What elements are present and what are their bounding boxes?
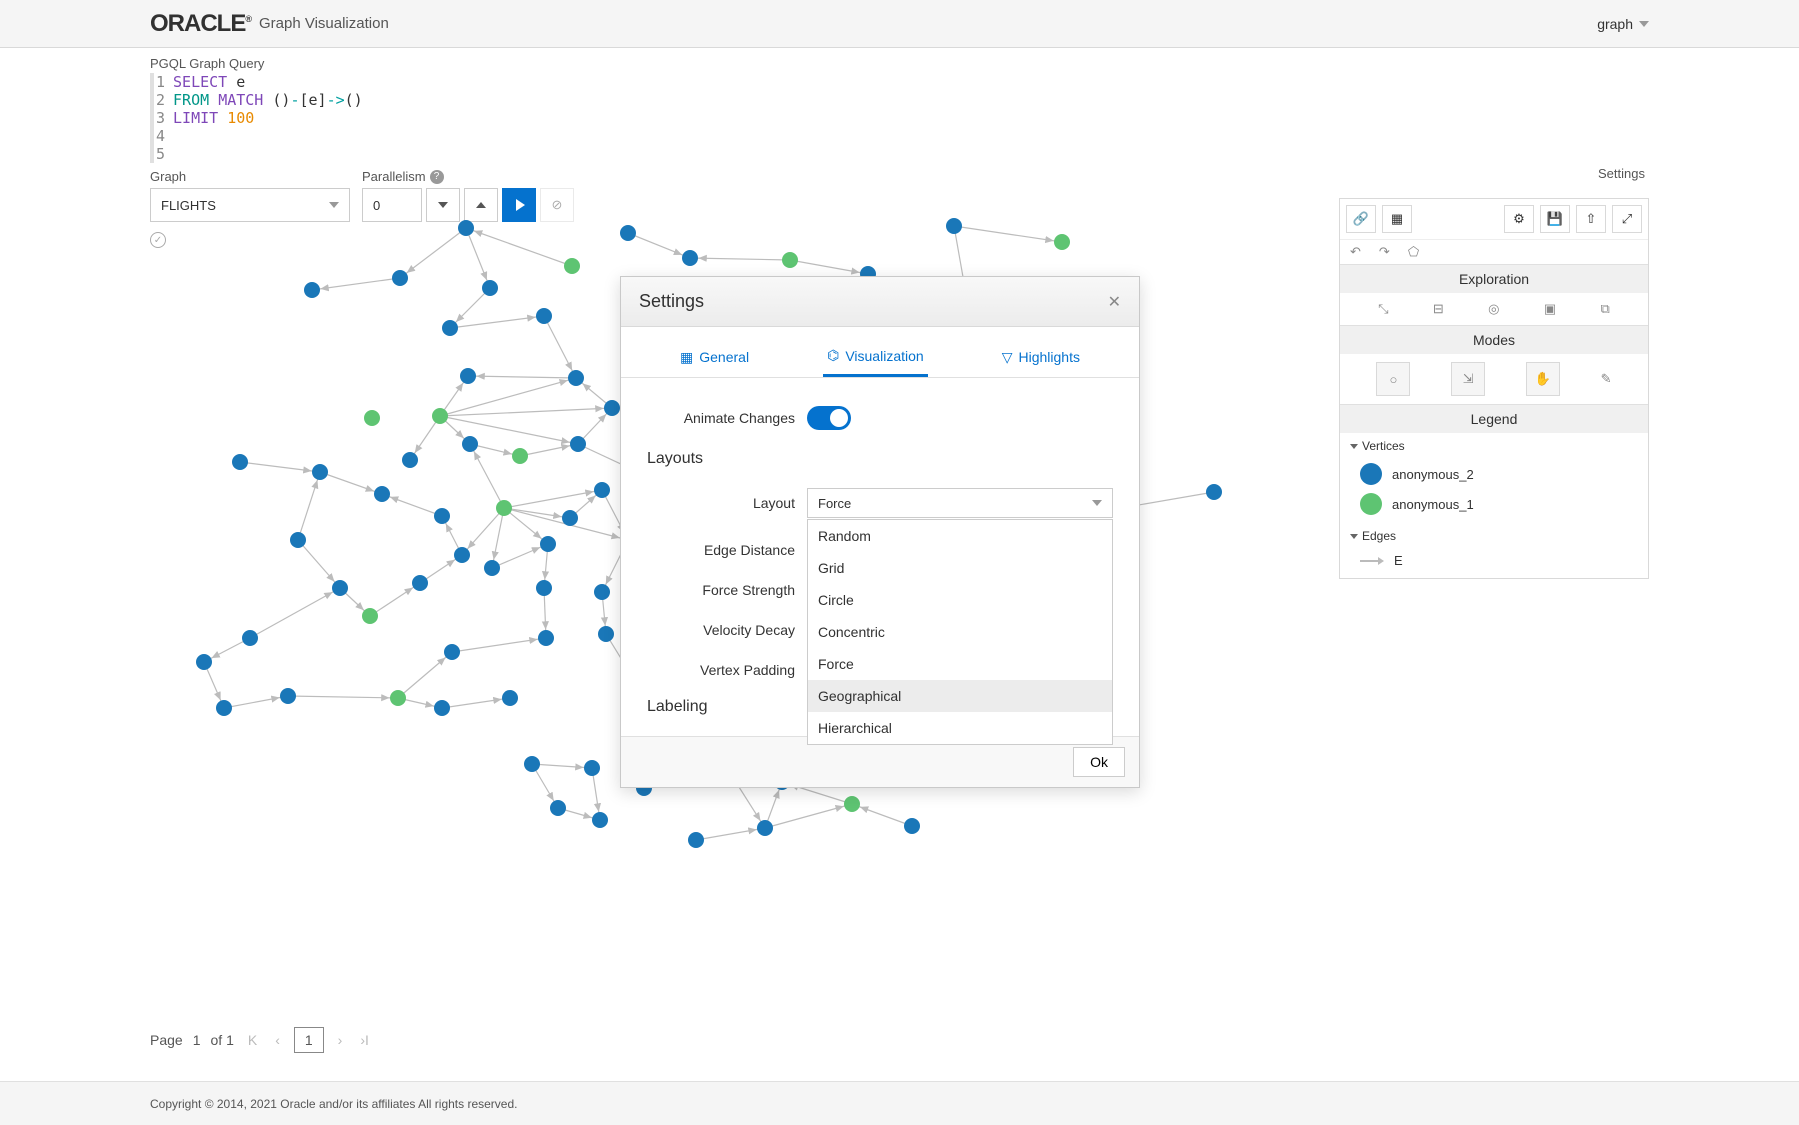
settings-modal: Settings ✕ ▦General ⌬Visualization ▽Highli… xyxy=(620,276,1140,788)
minus-icon[interactable]: ⊟ xyxy=(1433,301,1444,317)
redo-icon[interactable]: ↷ xyxy=(1379,244,1390,260)
layout-option[interactable]: Circle xyxy=(808,584,1112,616)
top-bar: ORACLE® Graph Visualization graph xyxy=(0,0,1799,48)
layout-option[interactable]: Hierarchical xyxy=(808,712,1112,744)
animate-toggle[interactable] xyxy=(807,406,851,430)
tab-visualization[interactable]: ⌬Visualization xyxy=(823,337,928,377)
layout-dropdown: RandomGridCircleConcentricForceGeographi… xyxy=(807,519,1113,745)
oracle-logo: ORACLE® xyxy=(150,10,251,38)
arrow-icon xyxy=(1360,555,1384,567)
field-label: Vertex Padding xyxy=(647,662,807,678)
tab-highlights[interactable]: ▽Highlights xyxy=(998,337,1084,377)
layout-option[interactable]: Random xyxy=(808,520,1112,552)
modal-title: Settings xyxy=(639,291,704,312)
query-label: PGQL Graph Query xyxy=(150,56,1649,71)
pagination: Page 1 of 1 K ‹ 1 › ›I xyxy=(150,1027,373,1053)
export-button[interactable]: ⇧ xyxy=(1576,205,1606,233)
fullscreen-button[interactable]: ⤢ xyxy=(1612,205,1642,233)
layout-option[interactable]: Force xyxy=(808,648,1112,680)
tab-icon: ⌬ xyxy=(827,347,839,364)
sidebar: 🔗 ▦ ⚙ 💾 ⇧ ⤢ ↶ ↷ ⬠ Exploration ⤡ ⊟ ◎ ▣ ⧉ … xyxy=(1339,198,1649,579)
app-title: Graph Visualization xyxy=(259,15,389,32)
settings-label-row: Settings xyxy=(1339,166,1649,187)
field-label: Edge Distance xyxy=(647,542,807,558)
legend-header: Legend xyxy=(1340,404,1648,433)
group-icon[interactable]: ▣ xyxy=(1544,301,1556,317)
undo-icon[interactable]: ↶ xyxy=(1350,244,1361,260)
settings-label: Settings xyxy=(1598,166,1645,181)
prev-page-button: ‹ xyxy=(271,1030,284,1050)
field-label: Force Strength xyxy=(647,582,807,598)
fit-button[interactable]: ○ xyxy=(1376,362,1410,396)
help-icon[interactable]: ? xyxy=(430,170,444,184)
next-page-button: › xyxy=(334,1030,347,1050)
pan-button[interactable]: ✋ xyxy=(1526,362,1560,396)
legend-vertex-item: anonymous_1 xyxy=(1350,489,1638,519)
ungroup-icon[interactable]: ⧉ xyxy=(1601,301,1610,317)
layout-option[interactable]: Grid xyxy=(808,552,1112,584)
tab-icon: ▽ xyxy=(1002,349,1013,366)
animate-label: Animate Changes xyxy=(647,410,807,426)
ok-button[interactable]: Ok xyxy=(1073,747,1125,777)
settings-button[interactable]: ⚙ xyxy=(1504,205,1534,233)
target-icon[interactable]: ◎ xyxy=(1488,301,1499,317)
layout-option[interactable]: Concentric xyxy=(808,616,1112,648)
tab-icon: ▦ xyxy=(680,349,693,366)
graph-menu[interactable]: graph xyxy=(1597,16,1649,32)
layouts-section: Layouts xyxy=(647,450,1113,468)
compress-button[interactable]: ⇲ xyxy=(1451,362,1485,396)
save-button[interactable]: 💾 xyxy=(1540,205,1570,233)
chevron-down-icon xyxy=(1639,21,1649,27)
expand-icon[interactable]: ⤡ xyxy=(1378,301,1388,317)
layout-option[interactable]: Geographical xyxy=(808,680,1112,712)
layout-label: Layout xyxy=(647,495,807,511)
exploration-header: Exploration xyxy=(1340,264,1648,293)
clear-icon[interactable]: ⬠ xyxy=(1408,244,1419,260)
legend-edge-item: E xyxy=(1350,549,1638,572)
graph-label: Graph xyxy=(150,169,350,184)
code-editor[interactable]: 12345 SELECT e FROM MATCH ()-[e]->() LIM… xyxy=(150,71,1649,163)
table-button[interactable]: ▦ xyxy=(1382,205,1412,233)
footer: Copyright © 2014, 2021 Oracle and/or its… xyxy=(0,1081,1799,1125)
tab-general[interactable]: ▦General xyxy=(676,337,753,377)
edit-icon[interactable]: ✎ xyxy=(1601,371,1612,387)
vertices-group[interactable]: Vertices xyxy=(1350,439,1638,453)
close-icon[interactable]: ✕ xyxy=(1108,292,1121,312)
legend-vertex-item: anonymous_2 xyxy=(1350,459,1638,489)
modes-header: Modes xyxy=(1340,325,1648,354)
edges-group[interactable]: Edges xyxy=(1350,529,1638,543)
last-page-button: ›I xyxy=(356,1030,373,1050)
field-label: Velocity Decay xyxy=(647,622,807,638)
first-page-button: K xyxy=(244,1030,261,1050)
layout-select[interactable]: Force RandomGridCircleConcentricForceGeo… xyxy=(807,488,1113,518)
parallelism-label: Parallelism ? xyxy=(362,169,574,184)
link-button[interactable]: 🔗 xyxy=(1346,205,1376,233)
page-input[interactable]: 1 xyxy=(294,1027,324,1053)
